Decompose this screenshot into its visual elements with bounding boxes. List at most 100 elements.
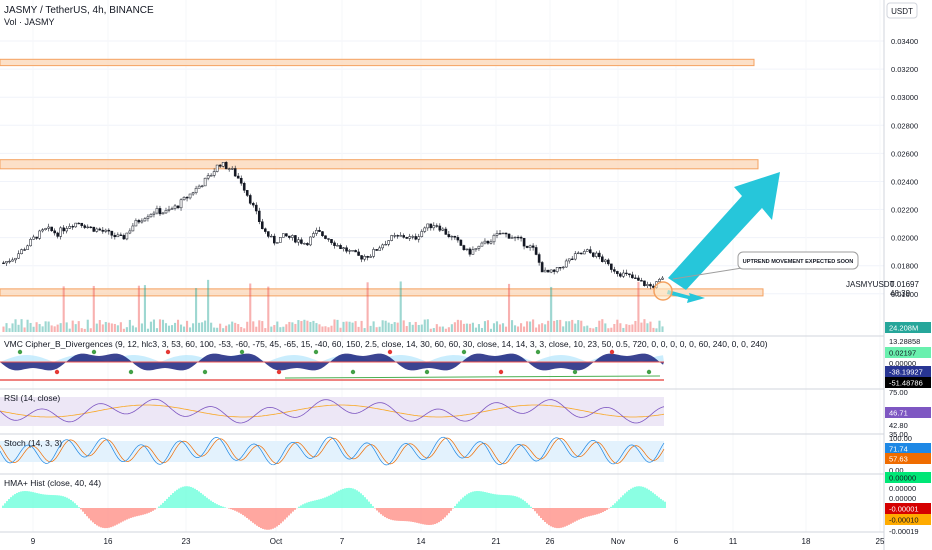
y-tick-label: 0.03200 xyxy=(891,65,918,74)
candle-body xyxy=(447,234,451,237)
hma-bar xyxy=(360,493,362,508)
value-badge-text: 24.208M xyxy=(889,324,918,333)
volume-bar xyxy=(649,321,652,332)
value-badge xyxy=(885,503,931,514)
volume-bar xyxy=(429,328,432,332)
volume-bar xyxy=(486,320,490,332)
candle-body xyxy=(417,236,421,240)
candle-body xyxy=(273,235,276,244)
hma-bar xyxy=(304,503,306,508)
hma-bar xyxy=(550,508,552,527)
volume-bar xyxy=(504,326,508,332)
hma-bar xyxy=(384,508,386,518)
candle-body xyxy=(616,271,619,275)
hma-bar xyxy=(538,508,540,516)
candle-body xyxy=(20,249,23,255)
candle-body xyxy=(598,252,601,258)
hma-bar xyxy=(142,508,144,515)
volume-bar xyxy=(252,321,255,332)
volume-bar xyxy=(616,319,619,332)
hma-bar xyxy=(450,508,452,511)
hma-bar xyxy=(158,506,160,508)
hma-bar xyxy=(120,508,122,523)
hma-bar xyxy=(66,497,68,508)
volume-bar xyxy=(92,285,95,332)
hma-bar xyxy=(68,498,70,508)
hma-bar xyxy=(134,508,136,517)
candle-body xyxy=(555,267,559,272)
hma-bar xyxy=(556,508,558,529)
hma-bar xyxy=(74,503,76,508)
hma-bar xyxy=(522,499,524,508)
candle-body xyxy=(637,277,640,281)
volume-bar xyxy=(122,328,125,332)
volume-bar xyxy=(477,324,480,332)
candle-body xyxy=(104,229,108,232)
hma-bar xyxy=(220,505,222,508)
hma-bar xyxy=(38,493,40,508)
volume-bar xyxy=(255,326,258,332)
hma-bar xyxy=(458,501,460,508)
candle-body xyxy=(209,175,213,177)
hma-bar xyxy=(652,492,654,508)
hma-bar xyxy=(318,499,320,508)
hma-bar xyxy=(534,508,536,512)
volume-bar xyxy=(661,326,664,332)
candle-body xyxy=(432,225,436,229)
volume-bar xyxy=(369,325,372,332)
hma-bar xyxy=(612,505,614,508)
hma-bar xyxy=(98,508,100,527)
candle-body xyxy=(567,258,571,262)
volume-bar xyxy=(565,321,568,332)
volume-bar xyxy=(152,319,156,332)
volume-bar xyxy=(351,322,354,332)
hma-bar xyxy=(654,494,656,508)
hma-bar xyxy=(16,492,18,508)
candle-body xyxy=(619,273,622,277)
hma-bar xyxy=(336,491,338,508)
hma-bar xyxy=(334,492,336,508)
volume-bar xyxy=(98,320,101,332)
currency-button[interactable]: USDT xyxy=(891,7,913,16)
candle-body xyxy=(300,239,303,244)
hma-bar xyxy=(154,508,156,510)
hma-bar xyxy=(572,508,574,523)
candle-body xyxy=(522,237,526,247)
candle-body xyxy=(516,236,520,239)
candle-body xyxy=(173,205,177,209)
hma-bar xyxy=(188,486,190,508)
volume-bar xyxy=(586,325,589,332)
candle-body xyxy=(601,256,604,262)
hma-bar xyxy=(214,503,216,508)
x-tick-label: 23 xyxy=(182,537,191,546)
candle-body xyxy=(306,243,309,246)
volume-bar xyxy=(41,326,44,332)
x-tick-label: 9 xyxy=(31,537,36,546)
candle-body xyxy=(35,236,38,239)
small-arrow xyxy=(667,290,705,303)
candle-body xyxy=(32,236,35,240)
candle-body xyxy=(390,235,393,241)
hma-bar xyxy=(378,508,380,513)
hma-bar xyxy=(204,496,206,508)
hma-bar xyxy=(536,508,538,514)
candle-body xyxy=(74,222,78,228)
volume-bar xyxy=(270,326,273,332)
value-badge xyxy=(885,443,931,454)
candle-body xyxy=(369,256,372,258)
candle-body xyxy=(604,259,607,262)
candle-body xyxy=(44,228,47,230)
currency-button-frame[interactable] xyxy=(886,2,918,19)
vmc-label: VMC Cipher_B_Divergences (9, 12, hlc3, 3… xyxy=(4,339,768,349)
hma-bar xyxy=(638,486,640,508)
hma-bar xyxy=(174,491,176,508)
rsi-line xyxy=(0,398,665,424)
hma-bar xyxy=(598,508,600,514)
volume-bar xyxy=(556,320,559,332)
volume-bar xyxy=(571,319,574,332)
hma-bar xyxy=(482,491,484,508)
hma-bar xyxy=(466,494,468,508)
hma-bar xyxy=(370,503,372,508)
hma-bar xyxy=(262,508,264,529)
zone-rect xyxy=(0,58,755,67)
